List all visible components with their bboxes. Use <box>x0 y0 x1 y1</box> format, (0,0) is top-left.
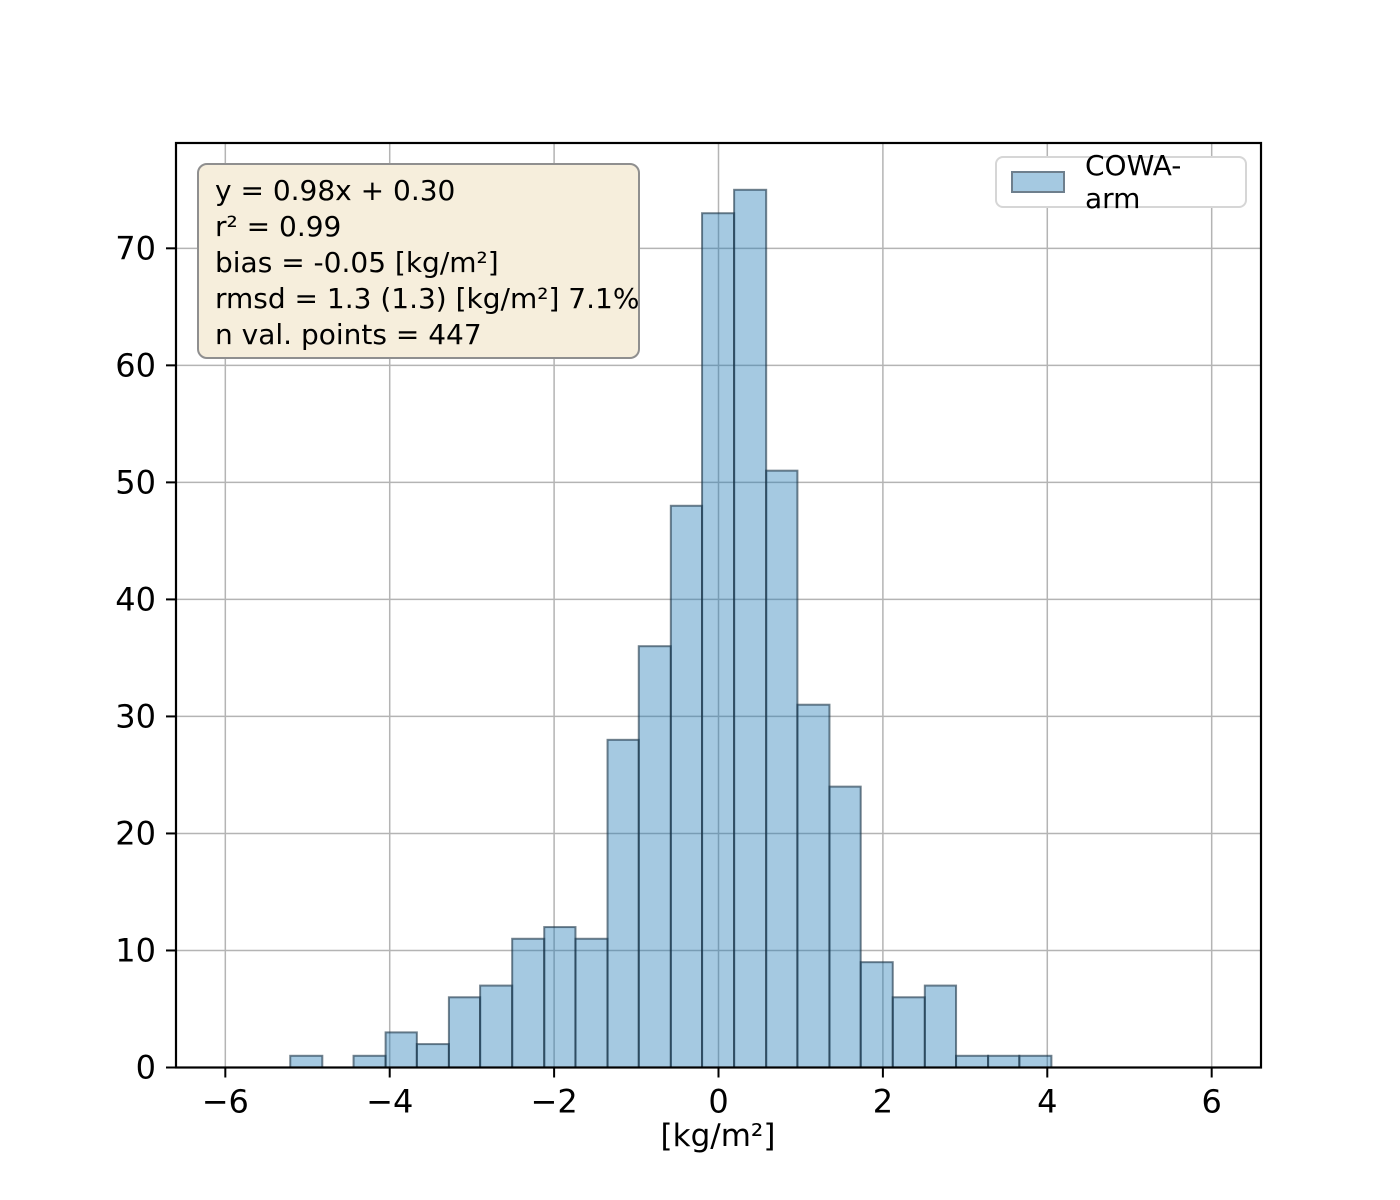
x-tick-label: 4 <box>1037 1083 1057 1121</box>
y-tick-label: 60 <box>115 346 156 384</box>
y-tick-label: 0 <box>136 1049 156 1087</box>
stats-line-npoints: n val. points = 447 <box>215 318 482 351</box>
x-tick-label: 2 <box>873 1083 893 1121</box>
histogram-bar <box>637 645 672 1069</box>
x-tick-label: −6 <box>202 1083 249 1121</box>
gridlines <box>176 143 1261 1069</box>
histogram-bar <box>733 188 768 1069</box>
histogram-bar <box>606 738 640 1069</box>
histogram-bar <box>511 937 546 1069</box>
histogram-bar <box>859 961 894 1069</box>
x-axis-label: [kg/m²] <box>660 1118 776 1154</box>
y-tick-label: 40 <box>115 580 156 618</box>
y-tick-label: 70 <box>115 229 156 267</box>
histogram-bar <box>352 1054 387 1069</box>
histogram-bar <box>701 212 736 1069</box>
legend-swatch-icon <box>1011 171 1065 193</box>
y-tick-label: 30 <box>115 697 156 735</box>
histogram-bar <box>447 996 482 1069</box>
histogram-bar <box>384 1031 418 1069</box>
stats-line-r2: r² = 0.99 <box>215 210 342 243</box>
stats-line-bias: bias = -0.05 [kg/m²] <box>215 246 499 279</box>
histogram-bar <box>669 504 704 1069</box>
histogram-bar <box>415 1043 450 1069</box>
histogram-bar <box>987 1054 1021 1069</box>
stats-line-fit: y = 0.98x + 0.30 <box>215 174 456 207</box>
histogram-bar <box>828 785 862 1069</box>
legend-label: COWA-arm <box>1085 149 1182 215</box>
histogram-bar <box>479 984 514 1069</box>
y-tick-label: 50 <box>115 463 156 501</box>
histogram-bar <box>891 996 926 1069</box>
histogram-bar <box>574 937 609 1069</box>
histogram-bar <box>955 1054 990 1069</box>
legend: COWA-arm <box>995 149 1247 215</box>
x-tick-label: 6 <box>1202 1083 1222 1121</box>
y-tick-label: 20 <box>115 814 156 852</box>
histogram-bar <box>1018 1054 1053 1069</box>
y-tick-label: 10 <box>115 931 156 969</box>
histogram-bar <box>543 926 577 1069</box>
x-tick-label: 0 <box>708 1083 728 1121</box>
histogram-bar <box>923 984 958 1069</box>
stats-box: y = 0.98x + 0.30 r² = 0.99 bias = -0.05 … <box>197 163 640 359</box>
x-tick-label: −4 <box>366 1083 413 1121</box>
histogram-bar <box>796 703 831 1069</box>
histogram-bar <box>289 1054 324 1069</box>
x-tick-label: −2 <box>531 1083 578 1121</box>
stats-line-rmsd: rmsd = 1.3 (1.3) [kg/m²] 7.1% <box>215 282 640 315</box>
histogram-bar <box>765 469 799 1069</box>
